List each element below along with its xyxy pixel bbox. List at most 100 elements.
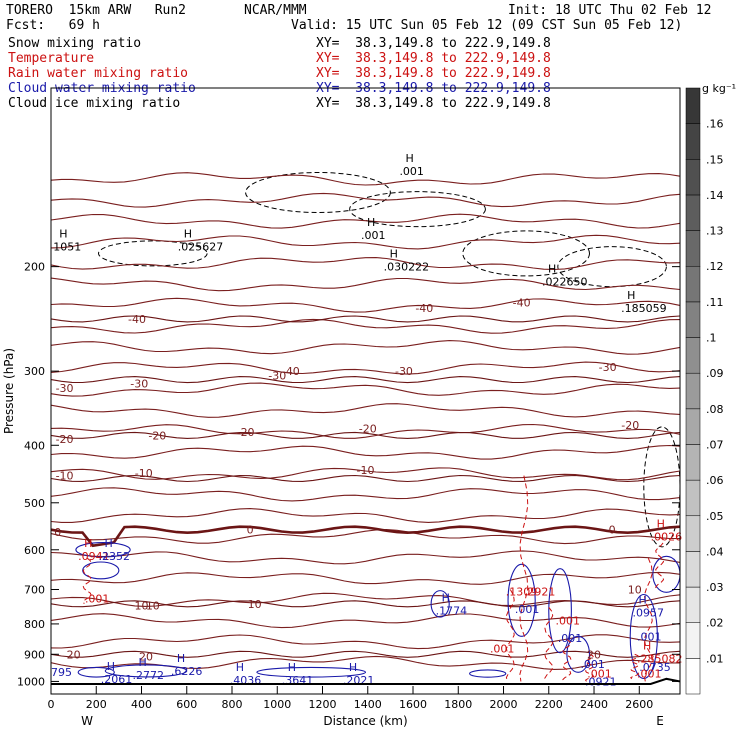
max-value: 795 xyxy=(51,666,72,679)
colorbar-segment xyxy=(685,444,701,481)
max-value: .025627 xyxy=(178,241,224,254)
max-value: 1051 xyxy=(53,241,81,254)
cloud-water-contour xyxy=(566,635,591,673)
colorbar-label: .09 xyxy=(706,367,724,380)
temperature-label: 10 xyxy=(146,600,160,613)
colorbar-segment xyxy=(685,586,701,623)
cloud-water-contour xyxy=(77,666,115,678)
isotherm xyxy=(50,257,681,271)
header-valid: Valid: 15 UTC Sun 05 Feb 12 (09 CST Sun … xyxy=(291,18,683,33)
temperature-label: -30 xyxy=(395,365,413,378)
colorbar-label: .1 xyxy=(706,332,717,345)
cloud-ice-contour xyxy=(557,246,667,288)
colorbar-segment xyxy=(685,658,701,695)
max-value: .0957 xyxy=(632,606,664,619)
temperature-label: 0 xyxy=(54,526,61,539)
isotherm xyxy=(50,192,681,208)
max-value: .0921 xyxy=(585,675,617,688)
temperature-label: -20 xyxy=(621,419,639,432)
colorbar-segment xyxy=(685,230,701,267)
cloud-water-contour xyxy=(507,563,536,637)
rain-water-contour xyxy=(544,607,554,682)
max-value: .6226 xyxy=(171,665,203,678)
colorbar-label: .05 xyxy=(706,510,724,523)
field-rain-xy: XY= 38.3,149.8 to 222.9,149.8 xyxy=(316,66,551,81)
rain-water-contour xyxy=(562,639,572,682)
max-value: .2772 xyxy=(132,669,164,682)
rain-water-contour xyxy=(655,536,665,590)
colorbar-label: .06 xyxy=(706,474,724,487)
max-marker: H xyxy=(367,216,375,229)
max-marker: H xyxy=(184,228,192,241)
isotherm xyxy=(50,318,681,334)
max-value: .2061 xyxy=(101,673,133,686)
max-value: .0735 xyxy=(639,661,671,674)
max-value: .022650 xyxy=(542,276,588,289)
contour-labels: -40-40-40 -40-30 -30-30 -30 -30-20 -20 -20 -20-… xyxy=(51,152,683,688)
x-tick-label: 800 xyxy=(222,698,243,711)
colorbar-unit: g kg⁻¹ xyxy=(702,82,736,95)
temperature-contours xyxy=(50,172,681,670)
temperature-label: -10 xyxy=(56,470,74,483)
field-cloudice-name: Cloud ice mixing ratio xyxy=(8,96,181,111)
isotherm--40 xyxy=(50,315,681,323)
isotherm xyxy=(50,277,681,292)
max-value: .0941 xyxy=(78,550,110,563)
max-value: .2021 xyxy=(343,674,375,687)
max-value: .185059 xyxy=(621,302,667,315)
isotherm--10 xyxy=(50,474,681,483)
max-marker: H xyxy=(390,248,398,261)
y-tick-label: 300 xyxy=(24,365,45,378)
rain-water-contour xyxy=(630,653,640,680)
temperature-label: -20 xyxy=(148,429,166,442)
field-snow-xy: XY= 38.3,149.8 to 222.9,149.8 xyxy=(316,36,551,51)
max-value: .001 xyxy=(515,603,540,616)
y-tick-label: 200 xyxy=(24,261,45,274)
rain-water-contour xyxy=(505,589,515,682)
cloud-ice-contour xyxy=(349,191,486,228)
isotherm xyxy=(50,172,681,186)
cloud-water-contour xyxy=(629,593,658,680)
cloud-ice-contour xyxy=(245,171,391,213)
colorbar-label: .12 xyxy=(706,260,724,273)
cloud-water-contour xyxy=(256,666,367,678)
temperature-label: -30 xyxy=(268,369,286,382)
max-marker: H xyxy=(107,660,115,673)
max-value: .3641 xyxy=(282,674,314,687)
y-tick-label: 800 xyxy=(24,618,45,631)
max-marker: H xyxy=(442,592,450,605)
header-fcst: Fcst: 69 h xyxy=(6,18,100,33)
temperature-label: 10 xyxy=(628,584,642,597)
x-tick-label: 2000 xyxy=(490,698,518,711)
cloud-water-contours xyxy=(75,542,681,680)
max-marker: H xyxy=(405,152,413,165)
max-value: .285082 xyxy=(637,653,683,666)
temperature-label: -10 xyxy=(357,464,375,477)
temperature-label: 0 xyxy=(609,524,616,537)
max-marker: H xyxy=(657,518,665,531)
isotherm xyxy=(50,213,681,229)
max-marker: H xyxy=(627,289,635,302)
temperature-label: -30 xyxy=(56,382,74,395)
temperature-label: 20 xyxy=(587,648,601,661)
max-value: .1774 xyxy=(436,605,468,618)
isotherm xyxy=(50,467,681,481)
isotherm xyxy=(50,297,681,313)
max-marker: H xyxy=(349,661,357,674)
colorbar-label: .11 xyxy=(706,296,724,309)
y-tick-label: 600 xyxy=(24,544,45,557)
max-marker: H xyxy=(638,593,646,606)
temperature-label: 0 xyxy=(247,524,254,537)
y-tick-label: 1000 xyxy=(17,675,45,688)
isotherm xyxy=(50,382,681,397)
header-init: Init: 18 UTC Thu 02 Feb 12 xyxy=(508,3,712,18)
plot-frame xyxy=(50,87,681,695)
temperature-label: -40 xyxy=(513,297,531,310)
west-endpoint-label: W xyxy=(81,714,93,728)
colorbar-segment xyxy=(685,87,701,124)
max-value: .001 xyxy=(637,668,662,681)
header-model: TORERO 15km ARW Run2 xyxy=(6,3,187,18)
max-value: .2352 xyxy=(99,550,131,563)
isotherm xyxy=(50,423,681,439)
